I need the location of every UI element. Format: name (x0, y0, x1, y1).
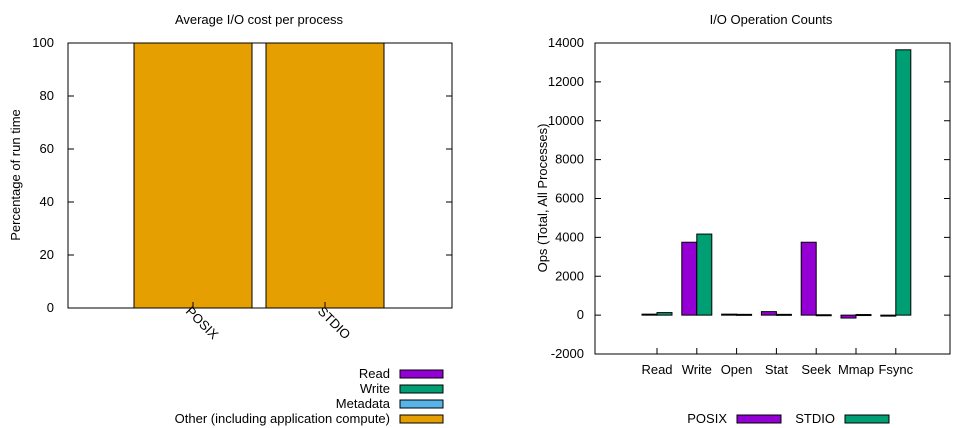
left-y-axis-label: Percentage of run time (8, 109, 23, 241)
left-legend-label: Write (360, 381, 390, 396)
left-y-tick-label: 60 (40, 141, 54, 156)
right-plot-area: -2000 0 2000 4000 6000 8000 10000 12000 14000 Rea… (548, 35, 951, 377)
right-x-tick-label: Read (641, 362, 672, 377)
right-y-tick-label: 10000 (548, 113, 584, 128)
right-legend: POSIX STDIO (687, 411, 890, 426)
left-bar-stdio (265, 42, 385, 309)
left-chart-title: Average I/O cost per process (175, 12, 344, 27)
left-legend-swatch (399, 384, 444, 394)
left-y-tick-label: 40 (40, 194, 54, 209)
bar-stdio-open (736, 313, 753, 316)
right-y-axis-label: Ops (Total, All Processes) (535, 124, 550, 273)
left-y-tick-label: 0 (47, 300, 54, 315)
bar-posix-mmap (840, 314, 857, 319)
right-x-tick-label: Open (721, 362, 753, 377)
right-x-tick-label: Fsync (878, 362, 913, 377)
bar-stdio-seek (815, 314, 832, 317)
right-legend-label: POSIX (687, 411, 727, 426)
left-x-tick-label: POSIX (183, 303, 222, 342)
bar-posix-stat (760, 311, 777, 316)
left-plot-area: 0 20 40 60 80 100 POSIX STDIO (32, 35, 453, 342)
left-legend-label: Other (including application compute) (175, 411, 390, 426)
right-y-tick-label: 2000 (555, 268, 584, 283)
right-y-tick-label: 0 (577, 307, 584, 322)
left-x-tick-label: STDIO (315, 303, 354, 342)
left-y-tick-label: 100 (32, 35, 54, 50)
bar-stdio-read (656, 312, 673, 316)
bar-stdio-fsync (895, 49, 912, 316)
left-legend-swatch (399, 414, 444, 424)
right-x-tick-label: Stat (765, 362, 789, 377)
left-y-tick-label: 80 (40, 88, 54, 103)
right-y-tick-label: 8000 (555, 152, 584, 167)
right-x-tick-label: Mmap (838, 362, 874, 377)
left-plot-border (67, 42, 453, 309)
op-counts-chart: I/O Operation Counts Ops (Total, All Pro… (535, 12, 951, 426)
bar-stdio-mmap (855, 314, 872, 317)
right-y-tick-label: -2000 (551, 346, 584, 361)
right-y-tick-label: 14000 (548, 35, 584, 50)
left-legend-swatch (399, 369, 444, 379)
right-y-tick-label: 6000 (555, 191, 584, 206)
bar-posix-write (681, 241, 698, 316)
bar-stdio-write (696, 233, 713, 316)
left-y-tick-label: 20 (40, 247, 54, 262)
right-legend-label: STDIO (795, 411, 835, 426)
bar-posix-open (721, 313, 738, 316)
right-legend-swatch (736, 414, 782, 424)
right-x-tick-label: Seek (801, 362, 831, 377)
right-y-tick-label: 4000 (555, 229, 584, 244)
bar-stdio-stat (775, 313, 792, 316)
bar-posix-seek (800, 241, 817, 316)
right-chart-title: I/O Operation Counts (710, 12, 833, 27)
right-y-tick-label: 12000 (548, 74, 584, 89)
left-bar-posix (133, 42, 253, 309)
bar-posix-read (641, 313, 658, 316)
left-legend-swatch (399, 399, 444, 409)
left-legend-label: Read (359, 366, 390, 381)
right-legend-swatch (844, 414, 890, 424)
left-legend-label: Metadata (336, 396, 391, 411)
io-cost-chart: Average I/O cost per process Percentage … (8, 12, 453, 426)
right-x-tick-label: Write (682, 362, 712, 377)
bar-posix-fsync (880, 314, 897, 317)
